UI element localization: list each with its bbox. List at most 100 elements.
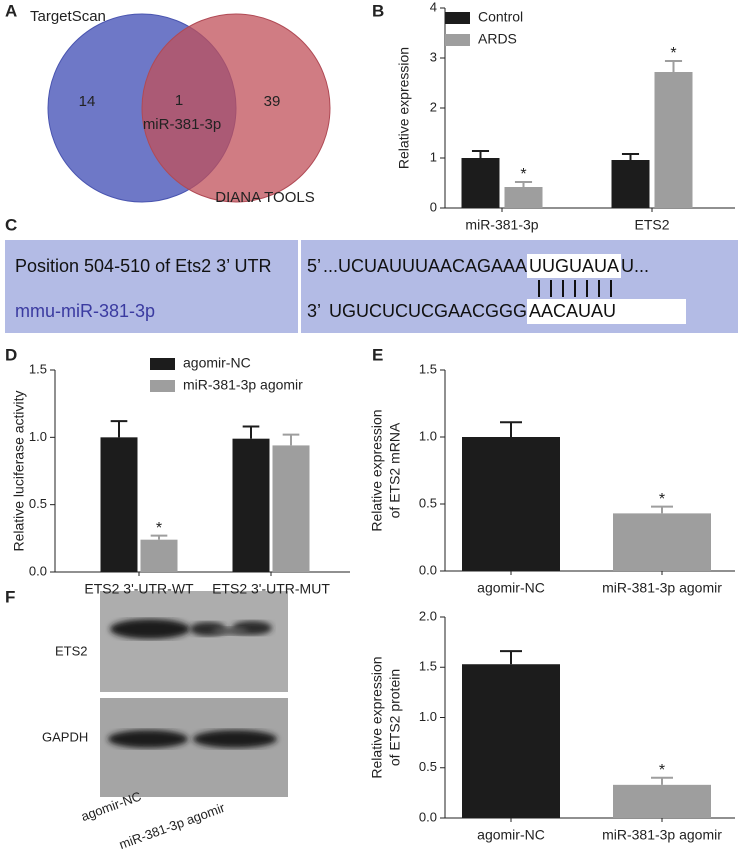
y-tick-label: 0.5	[419, 759, 437, 774]
y-axis-label: Relative luciferase activity	[11, 390, 27, 551]
legend-label: miR-381-3p agomir	[183, 377, 303, 393]
bar	[272, 445, 310, 572]
error-bar	[500, 650, 522, 665]
blot-row-label: ETS2	[55, 643, 88, 658]
y-tick-label: 1	[430, 149, 437, 164]
blot-lane-label: miR-381-3p agomir	[117, 800, 227, 851]
alignment-panel: Position 504-510 of Ets2 3’ UTR mmu-miR-…	[5, 240, 738, 333]
mirna-label: mmu-miR-381-3p	[15, 301, 156, 321]
sequence: U...	[621, 256, 650, 276]
x-tick-label: miR-381-3p agomir	[602, 827, 722, 843]
y-tick-label: 0.5	[29, 496, 47, 511]
error-bar	[514, 181, 533, 187]
x-tick-label: agomir-NC	[477, 580, 545, 596]
y-axis-label: of ETS2 protein	[387, 669, 403, 766]
seed-site: UUGUAUA	[527, 254, 622, 278]
error-bar	[242, 425, 260, 439]
error-bar	[282, 433, 300, 446]
x-tick-label: miR-381-3p	[465, 217, 538, 233]
blot-band	[193, 730, 277, 748]
legend-swatch	[150, 380, 175, 392]
error-bar	[651, 505, 673, 514]
blot-row-label: GAPDH	[42, 729, 88, 744]
blot-panel	[100, 698, 288, 797]
y-tick-label: 1.5	[419, 361, 437, 376]
significance: *	[659, 491, 665, 508]
bar	[100, 437, 138, 572]
y-axis-label: Relative expression	[369, 656, 385, 778]
panel-label: B	[372, 1, 384, 20]
bar	[504, 187, 543, 208]
base-pairs	[538, 280, 612, 297]
bar	[613, 513, 711, 571]
x-tick-label: ETS2 3'-UTR-MUT	[212, 581, 330, 597]
error-bar	[150, 534, 168, 540]
legend-swatch	[445, 34, 470, 46]
y-tick-label: 0.5	[419, 495, 437, 510]
y-tick-label: 1.0	[419, 428, 437, 443]
y-tick-label: 1.5	[419, 659, 437, 674]
venn-count: 14	[79, 93, 96, 110]
y-tick-label: 1.5	[29, 361, 47, 376]
legend-swatch	[445, 12, 470, 24]
venn-label: TargetScan	[30, 8, 106, 25]
y-tick-label: 0	[430, 199, 437, 214]
error-bar	[500, 421, 522, 437]
venn-circle	[141, 13, 331, 203]
significance: *	[520, 166, 526, 183]
divider	[298, 240, 301, 333]
significance: *	[156, 520, 162, 537]
bar	[611, 160, 650, 208]
venn-overlap-label: miR-381-3p	[143, 116, 221, 133]
x-tick-label: ETS2	[634, 217, 669, 233]
legend-label: Control	[478, 9, 523, 25]
y-tick-label: 4	[430, 0, 437, 14]
y-tick-label: 2.0	[419, 608, 437, 623]
error-bar	[651, 776, 673, 785]
x-tick-label: ETS2 3'-UTR-WT	[84, 581, 194, 597]
panel-label: D	[5, 345, 17, 364]
bar	[613, 784, 711, 818]
blot-band	[108, 730, 188, 748]
strand-end: 5’	[307, 256, 322, 276]
strand-end: 3’	[307, 301, 322, 321]
y-tick-label: 0.0	[419, 809, 437, 824]
panel-label: C	[5, 215, 17, 234]
bar	[140, 539, 178, 572]
legend-label: ARDS	[478, 31, 517, 47]
y-axis-label: Relative expression	[396, 47, 412, 169]
x-tick-label: agomir-NC	[477, 827, 545, 843]
y-tick-label: 0.0	[419, 562, 437, 577]
panel-label: A	[5, 1, 17, 20]
venn-count: 1	[175, 92, 183, 109]
seed-site: AACAUAU	[527, 299, 687, 324]
x-tick-label: miR-381-3p agomir	[602, 580, 722, 596]
venn-label: DIANA TOOLS	[215, 189, 315, 206]
bar	[462, 437, 560, 571]
y-axis-label: Relative expression	[369, 409, 385, 531]
bar	[462, 664, 560, 818]
sequence-row: UUGUAUA U...	[527, 254, 650, 278]
error-bar	[621, 153, 640, 160]
y-axis-label: of ETS2 mRNA	[387, 422, 403, 518]
y-tick-label: 2	[430, 99, 437, 114]
blot-panel	[100, 591, 288, 692]
bar	[461, 158, 500, 208]
panel-label: E	[372, 345, 383, 364]
y-tick-label: 3	[430, 49, 437, 64]
sequence: ...UCUAUUUAACAGAAA	[322, 256, 527, 276]
sequence: UGUCUCUCGAACGGG	[328, 301, 527, 321]
utr-label: Position 504-510 of Ets2 3’ UTR	[15, 256, 272, 276]
panel-label: F	[5, 587, 15, 606]
blot-band	[212, 627, 248, 635]
error-bar	[110, 420, 128, 438]
legend-label: agomir-NC	[183, 355, 251, 371]
legend-swatch	[150, 358, 175, 370]
venn-count: 39	[264, 93, 281, 110]
blot-band	[110, 619, 190, 639]
bar	[654, 72, 693, 208]
error-bar	[471, 150, 490, 158]
significance: *	[659, 762, 665, 779]
